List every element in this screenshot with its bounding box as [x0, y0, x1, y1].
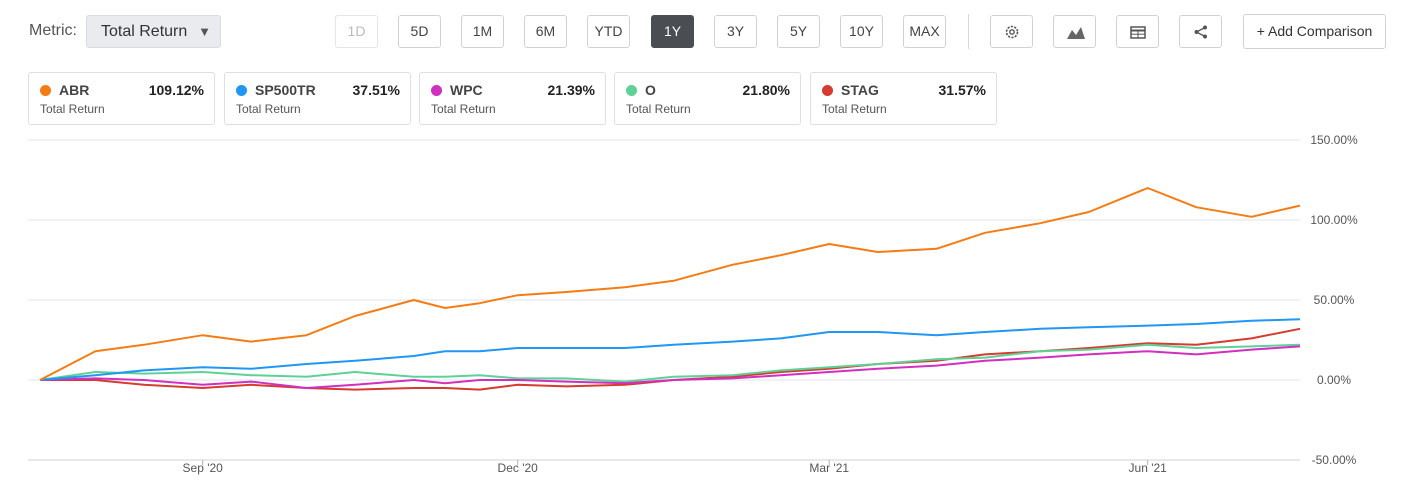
metric-label: Metric: — [29, 22, 77, 39]
add-comparison-button[interactable]: + Add Comparison — [1243, 14, 1386, 49]
x-tick-label: Dec '20 — [498, 461, 539, 475]
range-button-10y[interactable]: 10Y — [840, 15, 883, 48]
table-view-button[interactable] — [1116, 15, 1159, 48]
range-button-3y[interactable]: 3Y — [714, 15, 757, 48]
legend-card-stag[interactable]: STAG 31.57% Total Return — [810, 72, 997, 125]
gear-icon — [1005, 25, 1019, 39]
legend-value: 37.51% — [352, 82, 400, 98]
chart-type-button[interactable] — [1053, 15, 1096, 48]
legend-ticker: ABR — [59, 82, 90, 98]
y-tick-label: 0.00% — [1317, 373, 1351, 387]
series-line-o[interactable] — [39, 343, 1301, 383]
series-dot-icon — [626, 85, 637, 96]
range-button-1d[interactable]: 1D — [335, 15, 378, 48]
table-icon — [1130, 26, 1146, 39]
range-button-max[interactable]: MAX — [903, 15, 946, 48]
x-tick-label: Mar '21 — [809, 461, 849, 475]
legend-card-o[interactable]: O 21.80% Total Return — [614, 72, 801, 125]
legend-value: 31.57% — [938, 82, 986, 98]
range-button-5y[interactable]: 5Y — [777, 15, 820, 48]
y-axis: 150.00% 100.00% 50.00% 0.00% -50.00% — [1310, 133, 1358, 467]
series-dot-icon — [236, 85, 247, 96]
legend-ticker: STAG — [841, 82, 879, 98]
series-dot-icon — [40, 85, 51, 96]
series-dot-icon — [822, 85, 833, 96]
dropdown-caret-icon: ▼ — [198, 24, 211, 39]
series-line-sp500tr[interactable] — [39, 318, 1301, 381]
return-chart[interactable]: 150.00% 100.00% 50.00% 0.00% -50.00% Sep '20… — [0, 130, 1424, 500]
y-tick-label: 150.00% — [1310, 133, 1358, 147]
series-dot-icon — [431, 85, 442, 96]
legend-ticker: O — [645, 82, 656, 98]
x-axis: Sep '20 Dec '20 Mar '21 Jun '21 — [28, 459, 1300, 475]
chart-grid — [28, 139, 1300, 461]
y-tick-label: 100.00% — [1310, 213, 1358, 227]
legend-card-wpc[interactable]: WPC 21.39% Total Return — [419, 72, 606, 125]
legend-card-sp500tr[interactable]: SP500TR 37.51% Total Return — [224, 72, 411, 125]
x-tick-label: Jun '21 — [1129, 461, 1168, 475]
toolbar: Metric: Total Return ▼ 1D 5D 1M 6M YTD 1… — [0, 0, 1424, 60]
legend-subtitle: Total Return — [236, 102, 301, 116]
series-line-abr[interactable] — [39, 187, 1301, 381]
settings-button[interactable] — [990, 15, 1033, 48]
metric-value: Total Return — [101, 23, 188, 40]
range-button-1m[interactable]: 1M — [461, 15, 504, 48]
y-tick-label: -50.00% — [1312, 453, 1357, 467]
legend-value: 21.39% — [547, 82, 595, 98]
legend-ticker: WPC — [450, 82, 483, 98]
range-button-5d[interactable]: 5D — [398, 15, 441, 48]
legend-value: 109.12% — [148, 82, 204, 98]
mountain-chart-icon — [1067, 27, 1085, 39]
range-button-1y[interactable]: 1Y — [651, 15, 694, 48]
y-tick-label: 50.00% — [1314, 293, 1355, 307]
legend-card-abr[interactable]: ABR 109.12% Total Return — [28, 72, 215, 125]
chart-series — [39, 187, 1301, 391]
toolbar-divider — [968, 14, 969, 49]
range-button-6m[interactable]: 6M — [524, 15, 567, 48]
series-line-wpc[interactable] — [39, 345, 1301, 389]
range-button-ytd[interactable]: YTD — [587, 15, 630, 48]
legend-subtitle: Total Return — [40, 102, 105, 116]
share-icon — [1194, 25, 1207, 39]
legend-subtitle: Total Return — [626, 102, 691, 116]
legend-ticker: SP500TR — [255, 82, 316, 98]
legend-subtitle: Total Return — [431, 102, 496, 116]
legend-subtitle: Total Return — [822, 102, 887, 116]
legend-value: 21.80% — [742, 82, 790, 98]
x-tick-label: Sep '20 — [183, 461, 224, 475]
metric-dropdown[interactable]: Total Return ▼ — [86, 15, 221, 48]
share-button[interactable] — [1179, 15, 1222, 48]
